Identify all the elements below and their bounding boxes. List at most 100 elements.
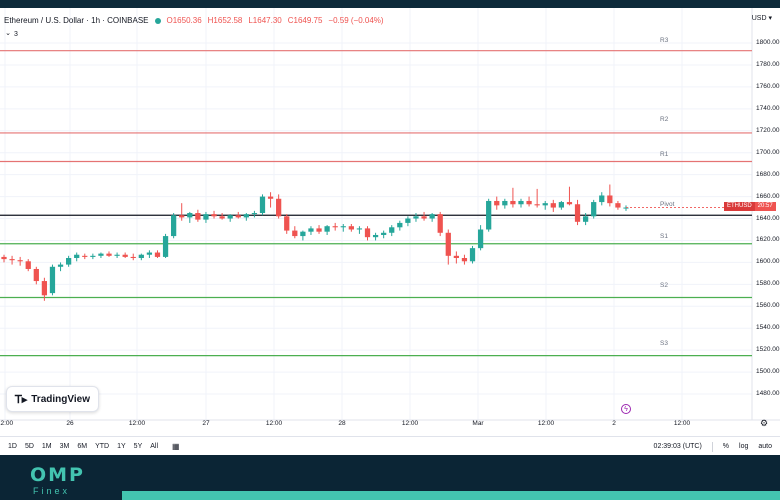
timeframe-ytd[interactable]: YTD <box>95 443 110 450</box>
time-tick-label: 26 <box>66 420 74 427</box>
legend-low: L1647.30 <box>248 16 282 25</box>
candle-body <box>57 264 64 267</box>
timeframe-6m[interactable]: 6M <box>77 443 88 450</box>
candle-body <box>502 200 508 206</box>
auto-toggle[interactable]: auto <box>758 443 772 450</box>
candle-body <box>74 254 80 259</box>
candle-body <box>146 252 153 255</box>
toolbar-right: 02:39:03 (UTC) % log auto <box>653 441 780 452</box>
price-tick-label: 1700.00 <box>756 148 780 156</box>
log-toggle[interactable]: log <box>739 443 749 450</box>
candle-body <box>195 213 201 220</box>
candle-body <box>486 200 492 230</box>
footer-accent-bar <box>122 491 780 500</box>
legend-close: C1649.75 <box>287 16 323 25</box>
candle-body <box>599 195 605 203</box>
candle-body <box>397 222 403 228</box>
timeframe-1m[interactable]: 1M <box>41 443 52 450</box>
candle-body <box>364 228 371 238</box>
candle-body <box>162 236 169 257</box>
percent-toggle[interactable]: % <box>722 443 730 450</box>
candle-body <box>453 255 459 259</box>
candle-body <box>623 207 629 209</box>
candle-body <box>25 261 31 269</box>
candle-body <box>219 216 225 219</box>
candle-body <box>372 234 379 238</box>
chevron-down-icon[interactable]: ⌄ <box>5 30 11 37</box>
chart-panel[interactable]: Ethereum / U.S. Dollar · 1h · COINBASE O… <box>0 8 780 456</box>
timeframe-3m[interactable]: 3M <box>59 443 70 450</box>
omp-logo: OMP <box>30 464 85 486</box>
price-tick-label: 1780.00 <box>756 60 780 68</box>
candle-body <box>235 215 241 218</box>
candle-body <box>114 254 120 256</box>
candle-body <box>82 255 88 257</box>
candle-body <box>550 203 556 208</box>
candle-body <box>1 256 7 260</box>
candle-body <box>437 214 443 233</box>
chevron-down-icon: ▾ <box>768 15 772 22</box>
r1-label: R1 <box>660 151 669 158</box>
timeframe-5d[interactable]: 5D <box>24 443 34 450</box>
pivot-label: Pivot <box>660 201 675 208</box>
timeframe-1d[interactable]: 1D <box>8 443 17 450</box>
price-tick-label: 1520.00 <box>756 346 780 354</box>
price-tick-label: 1800.00 <box>756 39 780 46</box>
gear-icon[interactable]: ⚙ <box>760 418 769 428</box>
candle-body <box>211 214 217 217</box>
indicator-count: 3 <box>14 30 18 38</box>
candle-body <box>292 230 298 237</box>
candle-body <box>98 253 104 256</box>
candle-body <box>356 228 363 230</box>
candle-body <box>348 226 354 230</box>
price-chart[interactable] <box>0 8 780 428</box>
candle-body <box>300 231 306 237</box>
toolbar-divider <box>711 441 713 452</box>
candle-body <box>203 214 209 220</box>
tradingview-logo[interactable]: ꓔ▸ TradingView <box>6 386 99 412</box>
candle-body <box>477 229 484 249</box>
timeframe-1y[interactable]: 1Y <box>117 443 126 450</box>
symbol-title[interactable]: Ethereum / U.S. Dollar · 1h · COINBASE <box>4 16 149 25</box>
price-tick-label: 1500.00 <box>756 368 780 376</box>
time-tick-label: 12:00 <box>0 420 14 427</box>
candle-body <box>534 204 540 206</box>
candle-body <box>130 256 136 259</box>
candle-body <box>566 202 573 205</box>
price-tick-label: 1480.00 <box>756 390 780 398</box>
candle-body <box>284 216 290 231</box>
calendar-icon[interactable]: ▦ <box>172 442 180 451</box>
candle-body <box>518 200 524 205</box>
candle-body <box>340 226 346 228</box>
candle-body <box>558 202 565 208</box>
symbol-legend: Ethereum / U.S. Dollar · 1h · COINBASE O… <box>4 16 384 25</box>
candle-body <box>65 258 72 265</box>
timeframe-5y[interactable]: 5Y <box>133 443 143 450</box>
candle-body <box>171 215 177 237</box>
s3-label: S3 <box>660 340 668 347</box>
price-tick-label: 1740.00 <box>756 104 780 112</box>
candle-body <box>607 195 613 204</box>
r3-label: R3 <box>660 37 669 44</box>
candle-body <box>469 248 476 262</box>
time-tick-label: 12:00 <box>401 420 419 427</box>
currency-label[interactable]: USD ▾ <box>752 14 772 22</box>
legend-high: H1652.58 <box>207 16 243 25</box>
lightning-icon[interactable]: ϟ <box>621 404 631 414</box>
candle-body <box>179 215 185 218</box>
bar-countdown: 20:57 <box>754 202 776 211</box>
tradingview-mark-icon: ꓔ▸ <box>15 393 28 406</box>
candle-body <box>582 216 589 222</box>
candle-body <box>106 253 112 256</box>
timeframe-all[interactable]: All <box>150 443 159 450</box>
legend-open: O1650.36 <box>166 16 202 25</box>
r2-label: R2 <box>660 116 669 123</box>
time-tick-label: 12:00 <box>673 420 691 427</box>
time-tick-label: Mar <box>472 420 484 427</box>
candle-body <box>308 228 314 232</box>
last-price-tag: ETHUSD 20:57 <box>724 202 776 211</box>
indicators-toggle[interactable]: ⌄ 3 <box>4 30 18 38</box>
candle-body <box>243 214 249 218</box>
price-tick-label: 1620.00 <box>756 236 780 244</box>
utc-clock[interactable]: 02:39:03 (UTC) <box>653 443 702 450</box>
